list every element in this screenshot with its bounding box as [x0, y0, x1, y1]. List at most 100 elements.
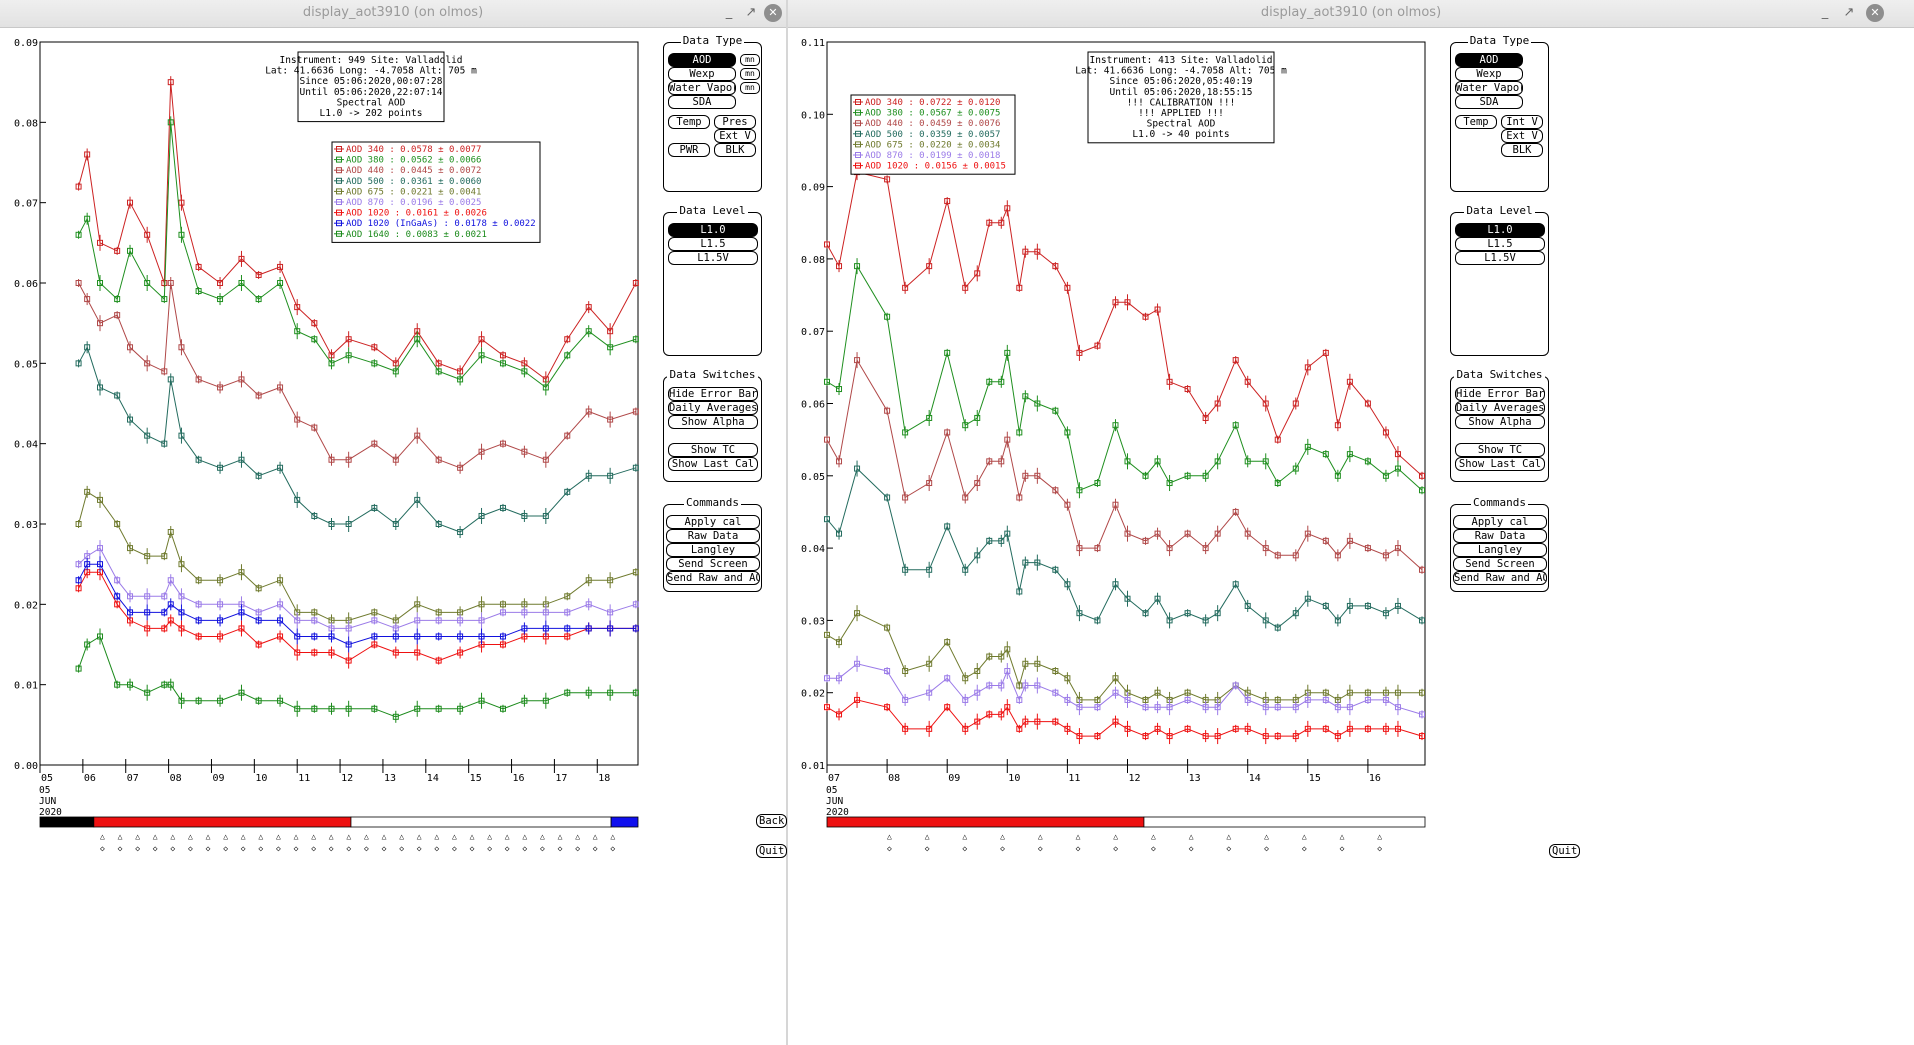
data-point — [345, 352, 352, 359]
data-point — [585, 601, 592, 608]
send-raw-and-aod-button[interactable]: Send Raw and AOD — [666, 571, 760, 585]
data-point — [217, 617, 224, 624]
blk-button[interactable]: BLK — [714, 143, 756, 157]
close-button[interactable]: ✕ — [1866, 4, 1884, 22]
apply-cal-button[interactable]: Apply cal — [1453, 515, 1547, 529]
data-point — [478, 617, 485, 624]
data-point — [311, 512, 318, 519]
show-tc-button[interactable]: Show TC — [668, 443, 758, 457]
maximize-button[interactable]: ↗ — [1843, 5, 1855, 20]
data-point — [255, 641, 262, 648]
langley-button[interactable]: Langley — [1453, 543, 1547, 557]
time-marker: △ — [610, 832, 615, 841]
back-button[interactable]: Back — [756, 814, 788, 828]
pres-button[interactable]: Pres — [714, 115, 756, 129]
data-type-wexp-button[interactable]: Wexp — [668, 67, 736, 81]
data-point — [1322, 725, 1329, 732]
legend-marker — [336, 146, 342, 152]
level-l1-5v-button[interactable]: L1.5V — [1455, 251, 1545, 265]
data-point — [1394, 689, 1401, 696]
temp-button[interactable]: Temp — [1455, 115, 1497, 129]
raw-data-button[interactable]: Raw Data — [666, 529, 760, 543]
show-alpha-button[interactable]: Show Alpha — [1455, 415, 1545, 429]
time-marker: △ — [1113, 832, 1118, 841]
data-point — [836, 711, 843, 718]
data-point — [1232, 357, 1239, 364]
data-point — [311, 705, 318, 712]
data-point — [1214, 733, 1221, 740]
send-screen-button[interactable]: Send Screen — [1453, 557, 1547, 571]
time-bar-segment — [93, 816, 352, 828]
level-l1-5-button[interactable]: L1.5 — [1455, 237, 1545, 251]
data-point — [1094, 617, 1101, 624]
show-alpha-button[interactable]: Show Alpha — [668, 415, 758, 429]
time-marker: △ — [1264, 832, 1269, 841]
data-type-wexp-button[interactable]: Wexp — [1455, 67, 1523, 81]
data-type-aod-button[interactable]: AOD — [1455, 53, 1523, 67]
data-point — [167, 681, 174, 688]
data-point — [1232, 422, 1239, 429]
daily-averages-button[interactable]: Daily Averages — [1455, 401, 1545, 415]
data-point — [974, 414, 981, 421]
min-button[interactable]: mn — [740, 68, 760, 80]
x-tick-label: 14 — [1249, 773, 1261, 784]
temp-button[interactable]: Temp — [668, 115, 710, 129]
ext-v-button[interactable]: Ext V — [714, 129, 756, 143]
data-point — [294, 328, 301, 335]
min-button[interactable]: mn — [740, 54, 760, 66]
send-raw-and-aod-button[interactable]: Send Raw and AOD — [1453, 571, 1547, 585]
time-marker: △ — [1189, 832, 1194, 841]
data-point — [414, 601, 421, 608]
data-point — [974, 668, 981, 675]
min-button[interactable]: mn — [740, 82, 760, 94]
data-point — [1322, 349, 1329, 356]
data-point — [998, 682, 1005, 689]
data-point — [435, 609, 442, 616]
close-button[interactable]: ✕ — [764, 4, 782, 22]
data-point — [585, 689, 592, 696]
data-point — [1184, 689, 1191, 696]
data-point — [499, 440, 506, 447]
hide-error-bars-button[interactable]: Hide Error Bars — [1455, 387, 1545, 401]
minimize-button[interactable]: _ — [725, 5, 733, 20]
time-marker: ◇ — [346, 844, 351, 853]
langley-button[interactable]: Langley — [666, 543, 760, 557]
data-point — [632, 689, 639, 696]
quit-button[interactable]: Quit — [756, 844, 788, 858]
data-point — [238, 255, 245, 262]
show-last-cal-button[interactable]: Show Last Cal — [1455, 457, 1545, 471]
x-tick-label: 13 — [1189, 773, 1201, 784]
data-point — [435, 521, 442, 527]
data-point — [167, 79, 174, 86]
hide-error-bars-button[interactable]: Hide Error Bars — [668, 387, 758, 401]
data-type-aod-button[interactable]: AOD — [668, 53, 736, 67]
quit-button[interactable]: Quit — [1549, 844, 1581, 858]
data-point — [1274, 733, 1281, 740]
data-point — [632, 601, 639, 608]
pwr-button[interactable]: PWR — [668, 143, 710, 157]
raw-data-button[interactable]: Raw Data — [1453, 529, 1547, 543]
panel-title: Data Level — [1451, 204, 1548, 217]
data-type-water-vapor-button[interactable]: Water Vapor — [668, 81, 736, 95]
level-l1-0-button[interactable]: L1.0 — [668, 223, 758, 237]
time-bar-segment — [1143, 816, 1426, 828]
ext-v-button[interactable]: Ext V — [1501, 129, 1543, 143]
data-type-water-vapor-button[interactable]: Water Vapor — [1455, 81, 1523, 95]
data-point — [962, 566, 969, 573]
level-l1-0-button[interactable]: L1.0 — [1455, 223, 1545, 237]
data-type-sda-button[interactable]: SDA — [668, 95, 736, 109]
series-line — [826, 612, 1422, 701]
show-last-cal-button[interactable]: Show Last Cal — [668, 457, 758, 471]
data-point — [1004, 349, 1011, 356]
level-l1-5-button[interactable]: L1.5 — [668, 237, 758, 251]
daily-averages-button[interactable]: Daily Averages — [668, 401, 758, 415]
send-screen-button[interactable]: Send Screen — [666, 557, 760, 571]
show-tc-button[interactable]: Show TC — [1455, 443, 1545, 457]
int-v-button[interactable]: Int V — [1501, 115, 1543, 129]
maximize-button[interactable]: ↗ — [745, 5, 757, 20]
level-l1-5v-button[interactable]: L1.5V — [668, 251, 758, 265]
data-type-sda-button[interactable]: SDA — [1455, 95, 1523, 109]
apply-cal-button[interactable]: Apply cal — [666, 515, 760, 529]
blk-button[interactable]: BLK — [1501, 143, 1543, 157]
minimize-button[interactable]: _ — [1821, 5, 1829, 20]
